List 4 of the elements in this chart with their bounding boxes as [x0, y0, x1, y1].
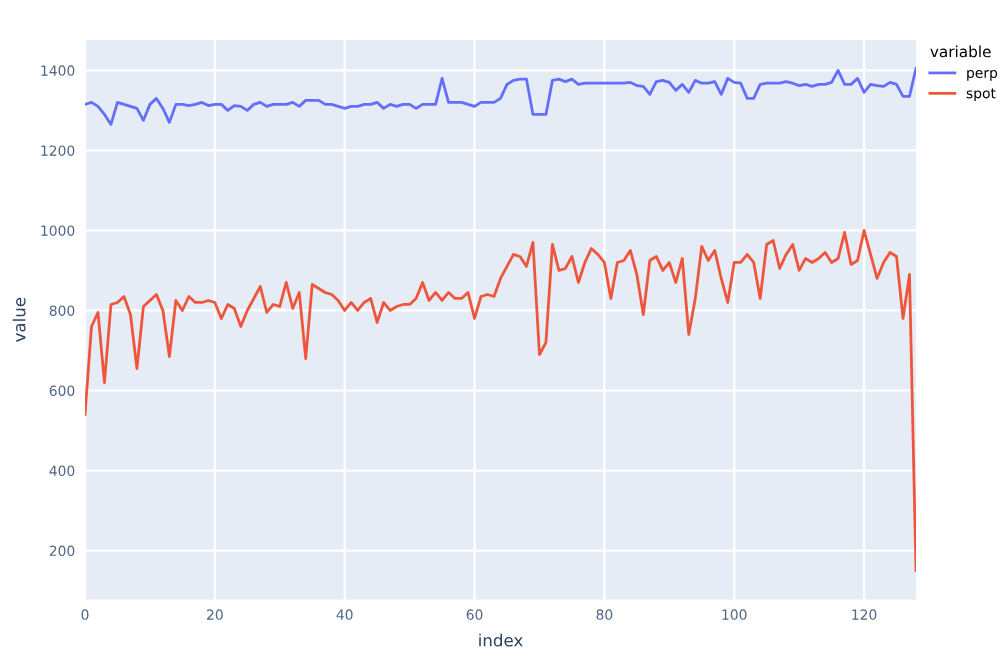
line-series: [85, 66, 916, 126]
line-series: [85, 229, 916, 572]
x-axis-title: index: [479, 633, 523, 647]
y-axis-title: value: [12, 297, 26, 342]
